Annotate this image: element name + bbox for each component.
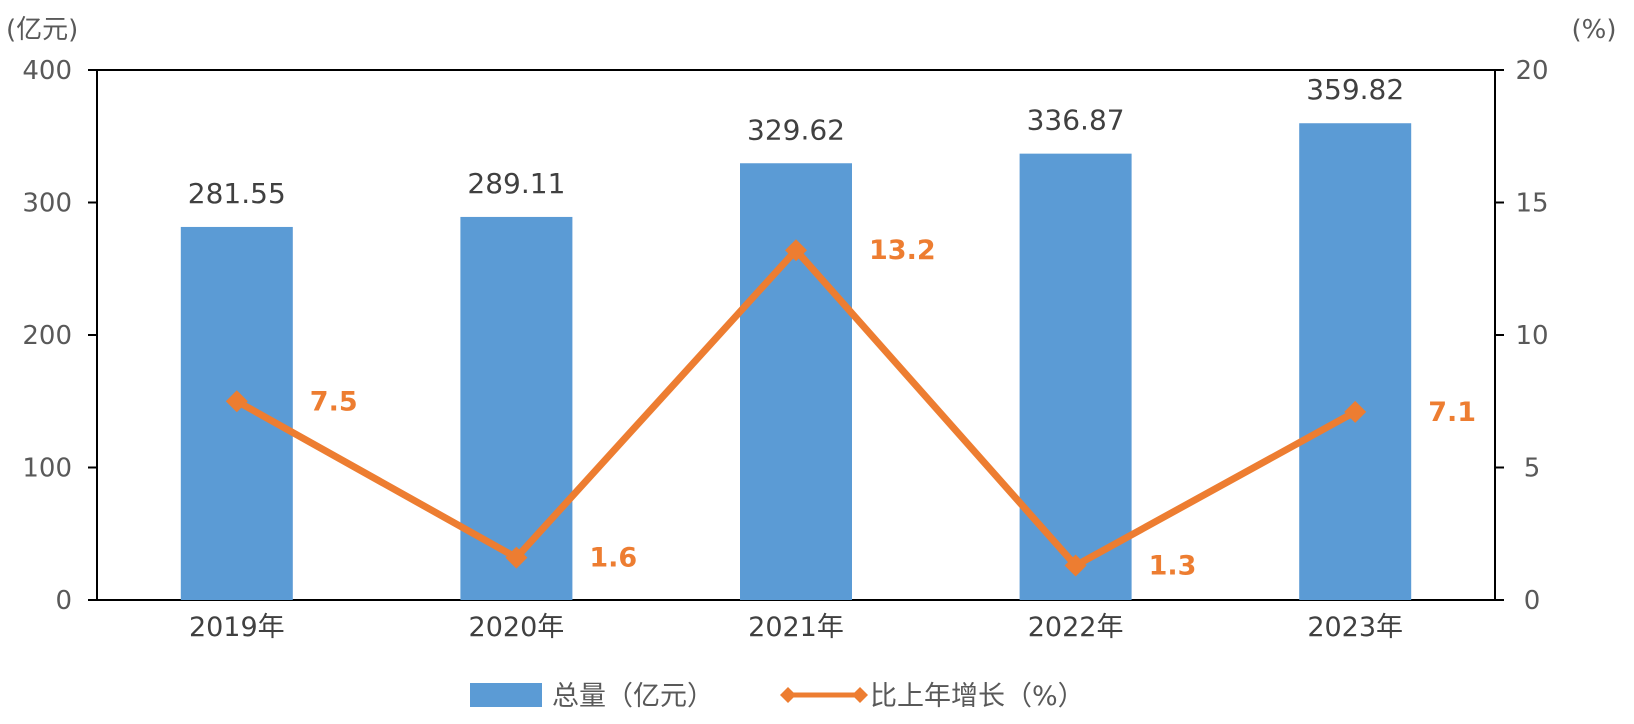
right-tick-label: 20 bbox=[1515, 56, 1548, 86]
right-tick-label: 5 bbox=[1524, 454, 1541, 484]
x-axis: 2019年 2020年 2021年 2022年 2023年 bbox=[189, 612, 1403, 643]
legend-bar-swatch bbox=[470, 683, 542, 707]
left-tick-label: 400 bbox=[22, 56, 72, 86]
right-axis-unit: (%) bbox=[1572, 15, 1617, 45]
line-value-label: 7.1 bbox=[1428, 397, 1476, 428]
line-point bbox=[785, 239, 807, 262]
left-tick-label: 100 bbox=[22, 454, 72, 484]
bar bbox=[1299, 123, 1412, 601]
x-tick-label: 2023年 bbox=[1307, 612, 1403, 643]
line-point bbox=[1064, 554, 1087, 577]
legend: 总量（亿元） 比上年增长（%） bbox=[470, 681, 1085, 712]
right-axis: 0 5 10 15 20 bbox=[1495, 56, 1549, 616]
bar-series: 281.55 289.11 329.62 336.87 359.82 bbox=[180, 73, 1412, 601]
bar-value-label: 359.82 bbox=[1306, 73, 1404, 106]
bar-value-label: 329.62 bbox=[747, 113, 845, 146]
right-tick-label: 15 bbox=[1515, 189, 1548, 219]
right-tick-label: 10 bbox=[1515, 321, 1548, 351]
legend-line-marker-right bbox=[852, 687, 868, 703]
line-value-label: 1.3 bbox=[1149, 551, 1197, 582]
x-tick-label: 2021年 bbox=[748, 612, 844, 643]
bar-value-label: 289.11 bbox=[467, 167, 565, 200]
legend-line-label: 比上年增长（%） bbox=[870, 681, 1085, 712]
bar bbox=[740, 163, 852, 601]
bar bbox=[1019, 153, 1132, 600]
right-tick-label: 0 bbox=[1524, 586, 1541, 616]
bar-value-label: 336.87 bbox=[1027, 104, 1125, 137]
line-point bbox=[1344, 400, 1367, 423]
line-value-label: 13.2 bbox=[869, 235, 936, 266]
left-axis: 0 100 200 300 400 bbox=[22, 56, 97, 616]
line-point bbox=[225, 390, 248, 413]
x-tick-label: 2022年 bbox=[1028, 612, 1124, 643]
x-tick-label: 2020年 bbox=[469, 612, 565, 643]
legend-bar-label: 总量（亿元） bbox=[552, 681, 714, 712]
legend-line-marker-left bbox=[780, 687, 796, 703]
line-point bbox=[505, 546, 528, 569]
left-tick-label: 200 bbox=[22, 321, 72, 351]
left-tick-label: 300 bbox=[22, 189, 72, 219]
x-tick-label: 2019年 bbox=[189, 612, 285, 643]
left-axis-unit: (亿元) bbox=[6, 15, 78, 45]
line-value-label: 1.6 bbox=[589, 543, 637, 574]
line-series: 7.5 1.6 13.2 1.3 7.1 bbox=[225, 235, 1476, 582]
left-tick-label: 0 bbox=[55, 586, 72, 616]
bar-value-label: 281.55 bbox=[188, 177, 286, 210]
bar bbox=[460, 216, 573, 600]
bar bbox=[180, 226, 293, 601]
line-value-label: 7.5 bbox=[310, 386, 358, 417]
